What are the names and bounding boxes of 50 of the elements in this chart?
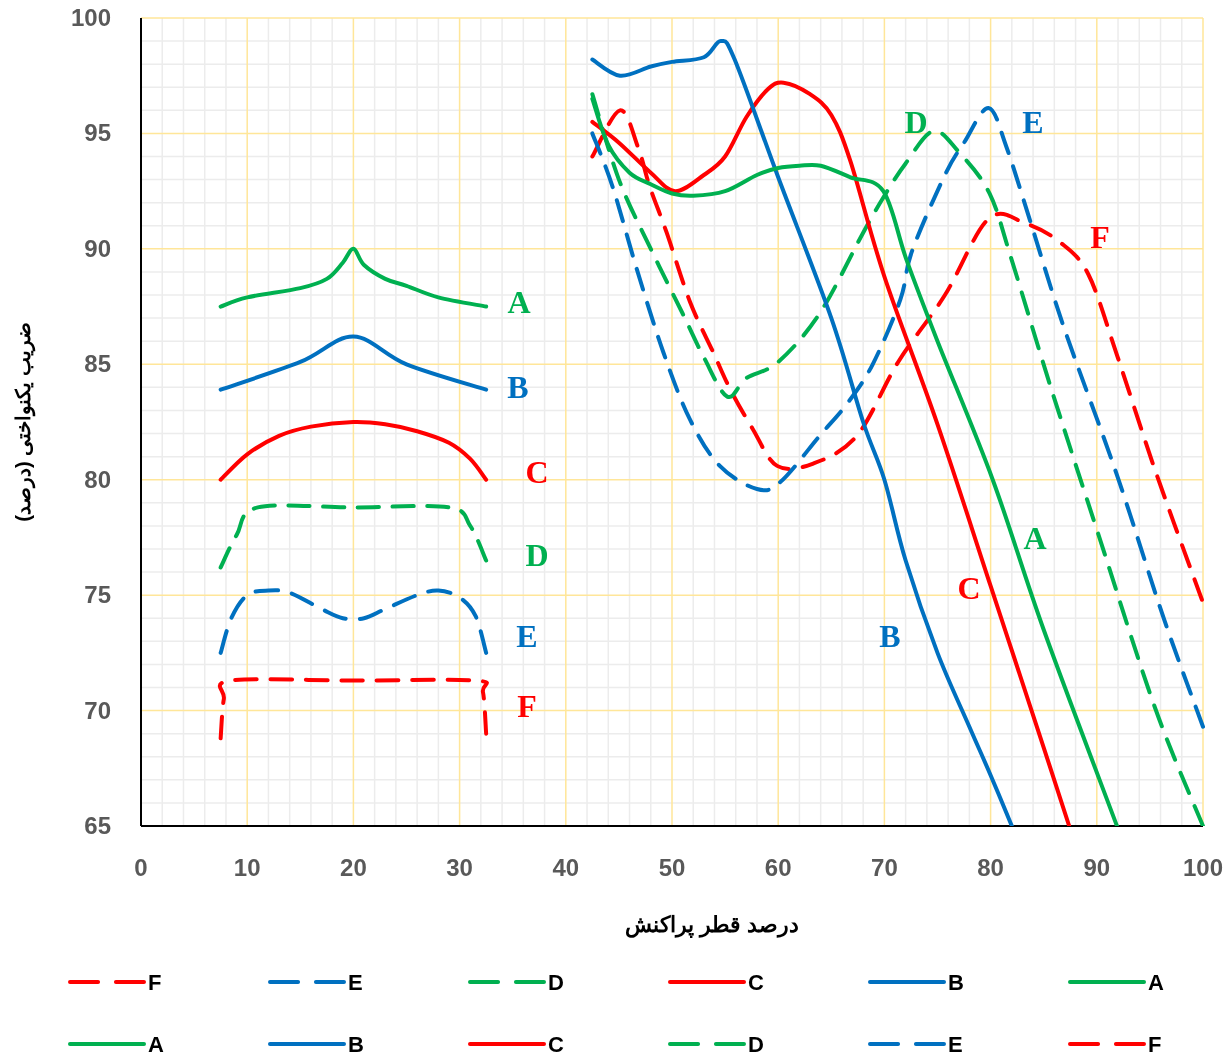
text: B — [507, 369, 529, 405]
legend-label: E — [348, 970, 363, 995]
x-tick-label: 0 — [134, 854, 148, 881]
legend-label: F — [1148, 1032, 1162, 1057]
text: E — [1022, 104, 1044, 140]
x-tick-label: 50 — [658, 854, 686, 881]
line-series — [218, 246, 489, 309]
x-tick-label: 30 — [446, 854, 473, 881]
legend-label: E — [948, 1032, 963, 1057]
line-series — [218, 334, 489, 392]
text: E — [516, 618, 538, 654]
x-tick-label: 40 — [552, 854, 580, 881]
legend-label: B — [348, 1032, 364, 1057]
legend-label: B — [948, 970, 964, 995]
text: A — [1023, 520, 1047, 556]
y-tick-label: 90 — [84, 234, 111, 262]
text: C — [525, 454, 549, 490]
legend-label: D — [748, 1032, 764, 1057]
legend-label: F — [148, 970, 162, 995]
x-tick-label: 20 — [340, 854, 367, 881]
line-series — [218, 677, 489, 741]
text: F — [1090, 219, 1110, 255]
text: B — [879, 618, 901, 654]
legend-label: D — [548, 970, 564, 995]
legend-label: C — [748, 970, 764, 995]
x-tick-label: 60 — [764, 854, 792, 881]
y-axis-title: ضریب یکنواختی (درصد) — [12, 322, 36, 522]
legend-label: A — [1148, 970, 1164, 995]
y-tick-label: 75 — [84, 581, 111, 609]
text: F — [517, 688, 537, 724]
line-series — [218, 419, 489, 482]
text: A — [507, 284, 531, 320]
text: D — [525, 537, 549, 573]
legend-label: C — [548, 1032, 564, 1057]
x-tick-label: 10 — [233, 854, 261, 881]
legend-label: A — [148, 1032, 164, 1057]
y-tick-label: 95 — [84, 119, 111, 147]
text: D — [904, 104, 928, 140]
x-tick-label: 90 — [1083, 854, 1111, 881]
y-tick-label: 80 — [84, 465, 111, 493]
y-tick-label: 100 — [70, 4, 111, 31]
text: C — [957, 570, 981, 606]
y-tick-label: 70 — [84, 696, 111, 724]
line-series — [218, 588, 489, 655]
y-tick-label: 65 — [84, 812, 111, 839]
x-axis-title: درصد قطر پراکنش — [624, 912, 800, 939]
x-tick-label: 100 — [1182, 854, 1224, 881]
x-tick-label: 70 — [871, 854, 898, 881]
x-tick-label: 80 — [977, 854, 1004, 881]
y-tick-label: 85 — [84, 350, 111, 378]
